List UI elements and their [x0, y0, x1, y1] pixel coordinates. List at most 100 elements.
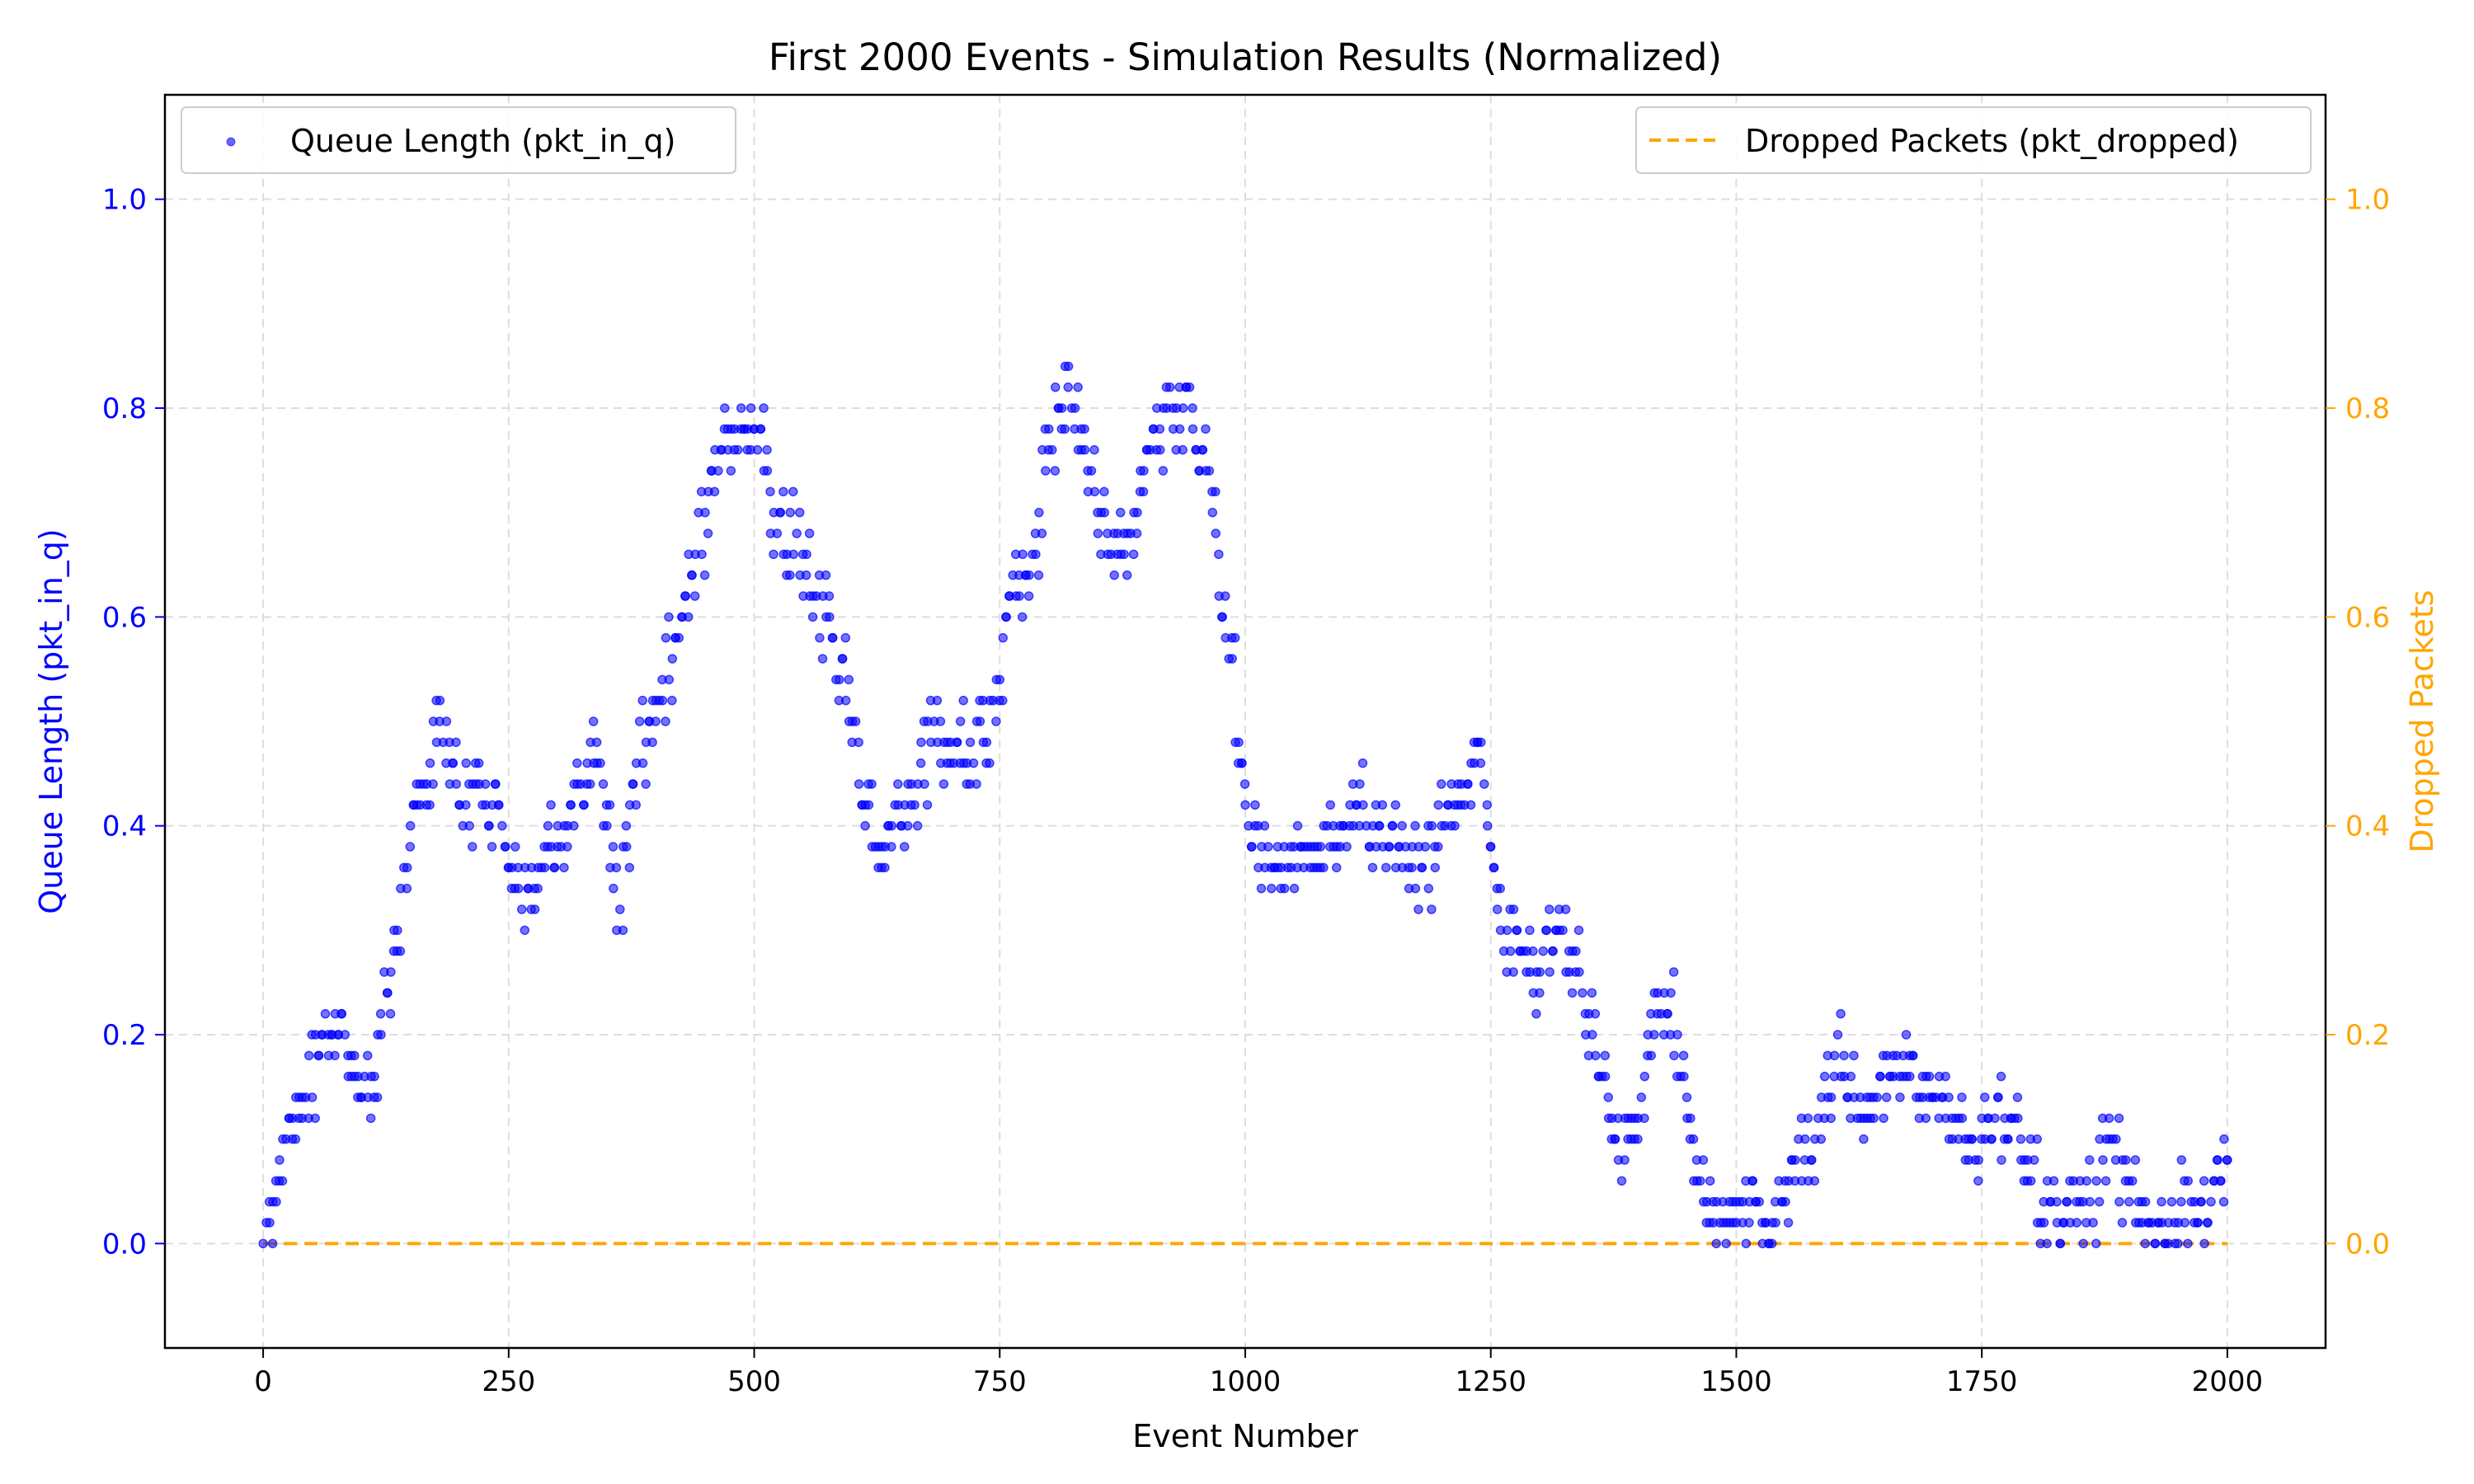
queue-point-cluster: [307, 1092, 317, 1102]
y-left-tick-label: 0.4: [102, 810, 147, 843]
queue-point-cluster: [1747, 1176, 1758, 1186]
queue-point-cluster: [1990, 1113, 2000, 1124]
queue-point-cluster: [667, 654, 678, 664]
queue-point-cluster: [1492, 904, 1503, 914]
queue-point-cluster: [1849, 1050, 1859, 1061]
queue-point-cluster: [1924, 1071, 1935, 1082]
queue-point-cluster: [624, 862, 635, 873]
queue-point-cluster: [1109, 570, 1119, 580]
queue-point-cluster: [2062, 1196, 2072, 1207]
queue-point-cluster: [703, 528, 713, 538]
queue-point-cluster: [2166, 1196, 2177, 1207]
queue-point-cluster: [1410, 883, 1421, 894]
queue-point-cluster: [824, 591, 835, 601]
queue-point-cluster: [887, 842, 896, 852]
queue-point-cluster: [912, 820, 923, 831]
queue-point-cluster: [854, 779, 864, 789]
queue-point-cluster: [1377, 800, 1388, 810]
queue-point-cluster: [393, 925, 402, 936]
queue-point: [2025, 1176, 2036, 1186]
queue-point-cluster: [1465, 800, 1476, 810]
queue-point-cluster: [657, 695, 668, 706]
queue-point-cluster: [667, 695, 677, 706]
queue-point-cluster: [778, 486, 788, 497]
queue-point-cluster: [2196, 1196, 2206, 1207]
queue-point-cluster: [932, 695, 943, 706]
queue-point-cluster: [1639, 1113, 1649, 1124]
queue-point-cluster: [2078, 1238, 2088, 1249]
queue-point-cluster: [1463, 779, 1473, 789]
queue-point-cluster: [2003, 1134, 2013, 1144]
queue-point-cluster: [1573, 925, 1584, 936]
queue-point-cluster: [680, 591, 690, 601]
queue-point-cluster: [1188, 424, 1198, 434]
queue-point-cluster: [867, 779, 877, 789]
queue-point-cluster: [1590, 1008, 1601, 1019]
queue-point-cluster: [2219, 1134, 2229, 1144]
queue-point-cluster: [736, 403, 746, 413]
y-right-tick-label: 0.4: [2345, 810, 2390, 843]
queue-point-cluster: [2193, 1218, 2203, 1228]
queue-point-cluster: [275, 1155, 285, 1165]
queue-point-cluster: [651, 716, 661, 726]
queue-point-cluster: [1587, 1030, 1597, 1040]
legend-queue-box: [181, 106, 736, 174]
queue-point-cluster: [1122, 570, 1132, 580]
queue-point-cluster: [383, 988, 393, 998]
queue-point-cluster: [1116, 507, 1126, 518]
x-tick-label: 1500: [1700, 1365, 1772, 1398]
queue-point-cluster: [2094, 1196, 2105, 1207]
queue-point-cluster: [451, 779, 462, 789]
queue-point-cluster: [661, 632, 671, 643]
queue-point-cluster: [1250, 800, 1260, 810]
queue-point-cluster: [402, 862, 412, 873]
queue-point-cluster: [1247, 842, 1257, 852]
queue-point-cluster: [1744, 1218, 1754, 1228]
queue-point-cluster: [1809, 1176, 1820, 1186]
queue-point-cluster: [451, 737, 461, 748]
queue-point-cluster: [1980, 1092, 1990, 1102]
queue-point-cluster: [697, 549, 707, 560]
queue-point-cluster: [1832, 1030, 1843, 1040]
queue-point-cluster: [1227, 654, 1237, 664]
queue-length-layer: [258, 361, 2232, 1249]
queue-point-cluster: [1093, 528, 1103, 538]
queue-point-cluster: [1375, 820, 1385, 831]
queue-point-cluster: [2173, 1238, 2183, 1249]
queue-point-cluster: [1591, 1050, 1601, 1061]
queue-point-cluster: [1957, 1092, 1967, 1102]
y-left-tick-label: 0.2: [102, 1019, 147, 1052]
queue-point-cluster: [1646, 1050, 1656, 1061]
queue-point: [1967, 1134, 1978, 1144]
queue-point-cluster: [608, 842, 618, 852]
queue-point-cluster: [1721, 1238, 1731, 1249]
queue-point: [1240, 800, 1250, 810]
queue-point-cluster: [591, 737, 602, 748]
queue-point-cluster: [1846, 1071, 1856, 1082]
queue-point-cluster: [1357, 758, 1368, 768]
y-left-tick-label: 0.6: [102, 601, 147, 634]
queue-point-cluster: [539, 862, 550, 873]
x-tick-label: 1250: [1455, 1365, 1526, 1398]
queue-point-cluster: [709, 486, 720, 497]
x-tick-label: 1750: [1946, 1365, 2018, 1398]
queue-point-cluster: [854, 737, 863, 748]
queue-point-cluster: [543, 820, 553, 831]
queue-point-cluster: [802, 549, 811, 560]
queue-point-cluster: [840, 632, 851, 643]
queue-point-cluster: [2130, 1155, 2141, 1165]
queue-point-cluster: [1649, 1030, 1659, 1040]
queue-point-cluster: [2100, 1176, 2111, 1186]
queue-point-cluster: [2216, 1176, 2226, 1186]
queue-point-cluster: [1686, 1113, 1696, 1124]
legend-queue-length: Queue Length (pkt_in_q): [181, 106, 736, 174]
queue-point-cluster: [611, 862, 622, 873]
queue-point-cluster: [804, 528, 815, 538]
queue-point: [1044, 424, 1054, 434]
queue-point-cluster: [1698, 1155, 1709, 1165]
queue-point-cluster: [1505, 946, 1516, 956]
queue-point-cluster: [1079, 444, 1090, 455]
queue-point-cluster: [1178, 444, 1188, 455]
queue-point-cluster: [2213, 1155, 2222, 1165]
queue-point-cluster: [579, 800, 589, 810]
